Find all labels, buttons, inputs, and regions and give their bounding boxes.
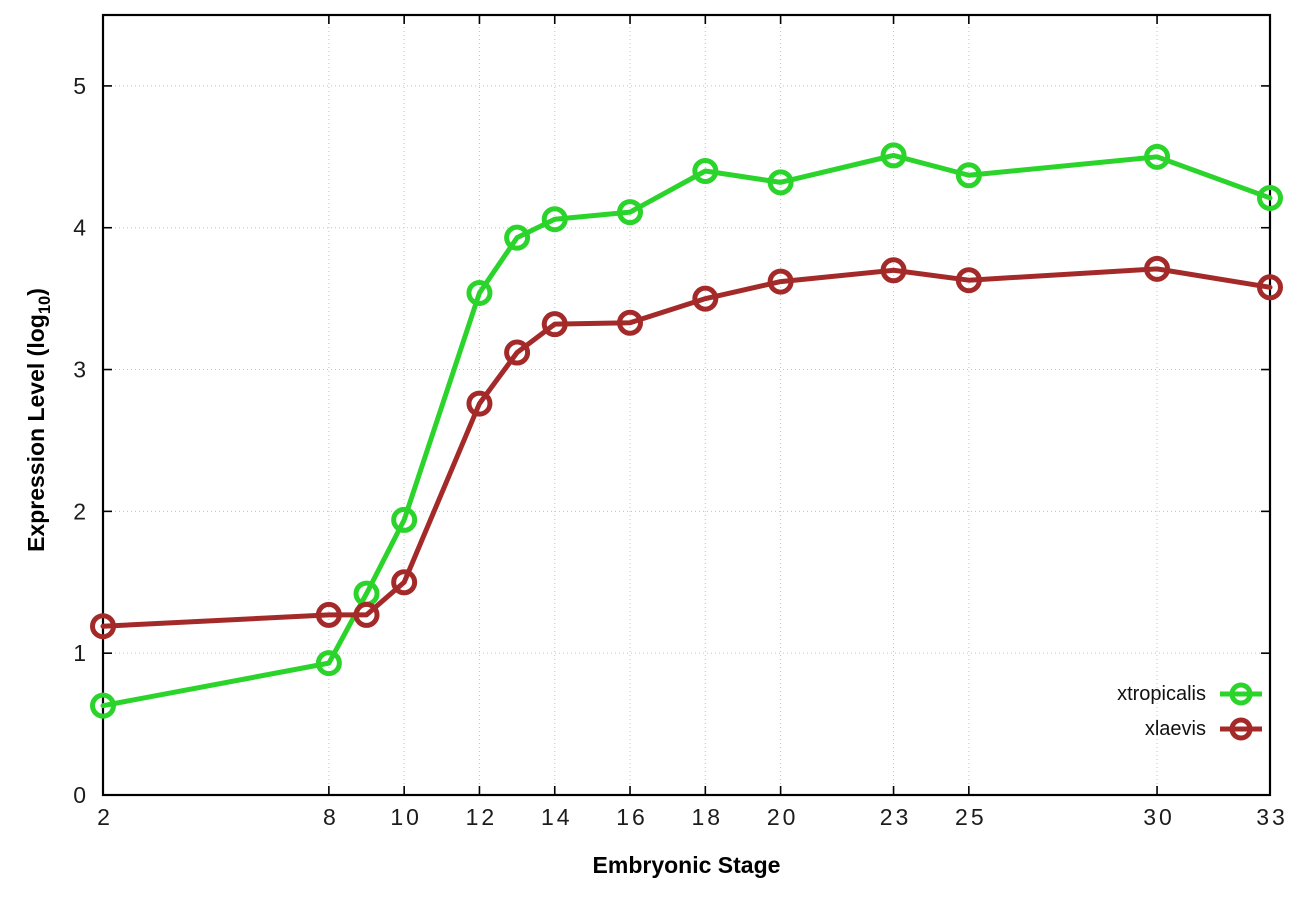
data-point-xlaevis (90, 613, 116, 640)
x-tick-label: 8 (323, 804, 339, 830)
x-tick-label: 16 (616, 804, 648, 830)
legend-item-xtropicalis: xtropicalis (1117, 680, 1264, 708)
x-tick-label: 25 (955, 804, 987, 830)
x-axis-title: Embryonic Stage (592, 852, 781, 878)
data-point-xlaevis (541, 311, 568, 338)
data-point-xlaevis (767, 268, 794, 295)
x-tick-label: 10 (390, 804, 422, 830)
data-point-xlaevis (692, 285, 719, 312)
data-point-xlaevis (391, 569, 418, 596)
legend-item-xlaevis: xlaevis (1117, 715, 1264, 743)
data-point-xtropicalis (504, 224, 531, 251)
y-tick-label: 3 (73, 357, 89, 383)
data-point-xtropicalis (391, 506, 418, 533)
legend-marker-xtropicalis (1220, 682, 1262, 706)
y-tick-label: 2 (73, 498, 89, 524)
x-tick-label: 33 (1256, 804, 1288, 830)
data-point-xtropicalis (617, 199, 644, 226)
data-point-xlaevis (353, 601, 380, 628)
y-axis-title: Expression Level (log10) (23, 288, 55, 552)
legend-marker-xlaevis (1220, 717, 1262, 741)
legend-label-xlaevis: xlaevis (1144, 717, 1206, 740)
y-tick-label: 5 (73, 73, 89, 99)
data-point-xtropicalis (541, 206, 568, 233)
y-axis-title-subscript: 10 (34, 295, 54, 315)
data-point-xlaevis (504, 339, 531, 366)
data-point-xlaevis (955, 267, 982, 294)
data-point-xtropicalis (767, 169, 794, 196)
legend: xtropicalis xlaevis (1117, 680, 1264, 743)
x-tick-label: 23 (880, 804, 912, 830)
x-tick-label: 18 (692, 804, 724, 830)
data-point-xtropicalis (466, 279, 493, 306)
plot-border (101, 13, 1272, 797)
data-point-xtropicalis (1257, 184, 1283, 211)
x-tick-label: 30 (1143, 804, 1175, 830)
x-tick-label: 12 (466, 804, 498, 830)
x-tick-label: 14 (541, 804, 573, 830)
y-tick-label: 1 (73, 640, 89, 666)
data-point-xtropicalis (90, 692, 116, 719)
y-axis-title-suffix: ) (23, 288, 50, 296)
legend-label-xtropicalis: xtropicalis (1117, 682, 1206, 705)
data-point-xlaevis (880, 257, 907, 284)
x-tick-label: 20 (767, 804, 799, 830)
y-tick-label: 4 (73, 215, 89, 241)
y-axis-title-text: Expression Level (log (23, 314, 50, 552)
data-point-xlaevis (315, 601, 342, 628)
y-tick-label: 0 (73, 782, 89, 808)
x-tick-label: 2 (97, 804, 113, 830)
data-point-xtropicalis (955, 162, 982, 189)
data-point-xtropicalis (315, 650, 342, 677)
data-point-xlaevis (466, 390, 493, 417)
series-line-xlaevis (100, 266, 1273, 629)
data-point-xlaevis (617, 309, 644, 336)
data-point-xlaevis (1257, 274, 1283, 301)
series-line-xtropicalis (100, 152, 1273, 709)
data-point-xlaevis (1144, 255, 1171, 282)
data-point-xtropicalis (1144, 143, 1171, 170)
data-point-xtropicalis (692, 158, 719, 184)
data-point-xtropicalis (880, 142, 907, 169)
